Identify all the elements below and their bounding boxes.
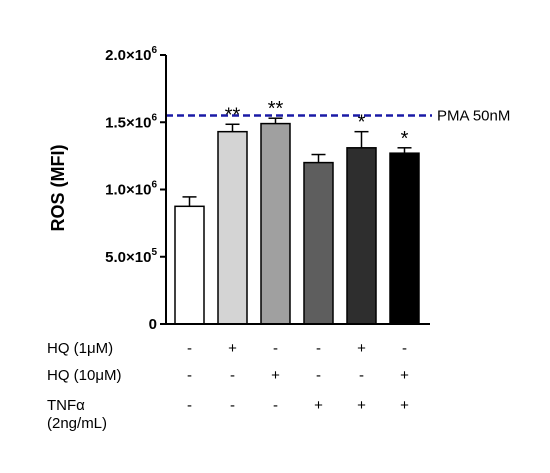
significance-label-6: * [401, 128, 409, 150]
significance-label-5: * [358, 112, 366, 134]
bar-6 [389, 152, 420, 325]
y-tick-label-3: 1.5×106 [105, 112, 157, 131]
condition-row-label-3: TNFα [47, 397, 85, 414]
condition-mark-r1-c4: - [316, 340, 321, 357]
condition-mark-r1-c2: + [228, 340, 237, 357]
error-bar-3 [268, 117, 283, 124]
y-tick-label-4: 2.0×106 [105, 45, 157, 64]
error-bar-4 [311, 153, 326, 163]
condition-mark-r3-c4: + [314, 397, 323, 414]
condition-mark-r3-c6: + [400, 397, 409, 414]
condition-mark-r2-c6: + [400, 367, 409, 384]
condition-mark-r2-c3: + [271, 367, 280, 384]
condition-mark-r2-c4: - [316, 367, 321, 384]
axes-layer: 0 5.0×105 1.0×106 1.5×106 2.0×106 [105, 45, 430, 333]
condition-mark-r3-c2: - [230, 397, 235, 414]
reference-line-label: PMA 50nM [437, 108, 510, 125]
condition-mark-r1-c6: - [402, 340, 407, 357]
y-tick-label-2: 1.0×106 [105, 180, 157, 199]
error-bar-2 [225, 123, 240, 132]
condition-mark-r3-c5: + [357, 397, 366, 414]
condition-row-sublabel-3: (2ng/mL) [47, 415, 107, 432]
error-bar-6 [397, 147, 412, 154]
bar-1 [174, 205, 205, 325]
y-tick-label-1: 5.0×105 [105, 247, 157, 266]
condition-mark-r1-c1: - [187, 340, 192, 357]
condition-row-label-2: HQ (10μM) [47, 367, 121, 384]
significance-label-3: ** [268, 98, 284, 120]
y-tick-label-0: 0 [149, 316, 157, 333]
condition-row-label-1: HQ (1μM) [47, 340, 113, 357]
y-axis-label: ROS (MFI) [48, 145, 68, 232]
condition-mark-r1-c3: - [273, 340, 278, 357]
condition-mark-r2-c2: - [230, 367, 235, 384]
reference-layer: PMA 50nM [166, 108, 510, 125]
error-bar-5 [354, 130, 369, 148]
condition-mark-r3-c3: - [273, 397, 278, 414]
bar-3 [260, 122, 291, 325]
error-bar-1 [182, 196, 197, 207]
bar-4 [303, 161, 334, 325]
condition-mark-r1-c5: + [357, 340, 366, 357]
condition-mark-r2-c5: - [359, 367, 364, 384]
significance-label-2: ** [225, 104, 241, 126]
conditions-table: HQ (1μM) - + - - + - HQ (10μM) - - + - - + TNFα(2ng/mL… [47, 340, 409, 432]
bar-5 [346, 147, 377, 325]
bars-layer: ** **** [174, 98, 420, 325]
bar-2 [217, 130, 248, 325]
condition-mark-r3-c1: - [187, 397, 192, 414]
condition-mark-r2-c1: - [187, 367, 192, 384]
